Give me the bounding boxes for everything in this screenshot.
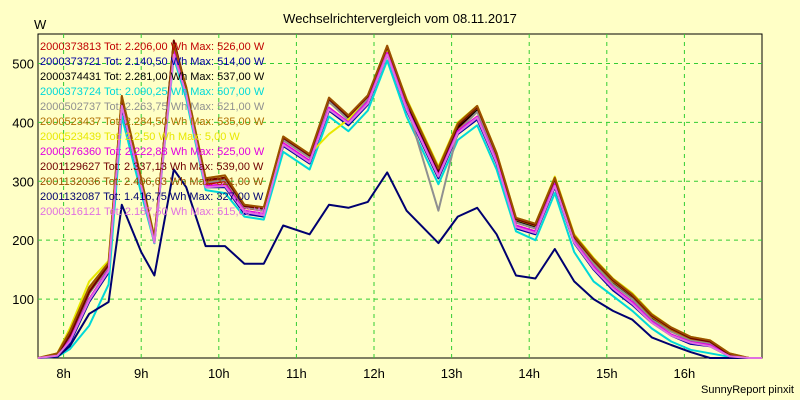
legend-entry-2000373724: 2000373724 Tot: 2.090,25 Wh Max: 507,00 … — [40, 86, 265, 98]
series-lines — [37, 39, 762, 359]
y-tick-label: 400 — [12, 115, 34, 130]
legend-entry-2000373813: 2000373813 Tot: 2.206,00 Wh Max: 526,00 … — [40, 41, 265, 53]
x-tick-label: 15h — [596, 366, 618, 381]
legend-entry-2000316121: 2000316121 Tot: 2.157,50 Wh Max: 515,00 … — [40, 206, 265, 218]
credit-text: SunnyReport pinxit — [701, 384, 794, 396]
series-line-2000316121 — [37, 53, 762, 359]
series-line-2001132087 — [37, 168, 762, 359]
y-tick-label: 300 — [12, 174, 34, 189]
legend-entry-2000502737: 2000502737 Tot: 2.263,75 Wh Max: 521,00 … — [40, 101, 265, 113]
legend-entry-2000523439: 2000523439 Tot: 2.2,50 Wh Max: 5,00 W — [40, 131, 240, 143]
legend-entry-2000374431: 2000374431 Tot: 2.281,00 Wh Max: 537,00 … — [40, 71, 265, 83]
legend-entry-2000523437: 2000523437 Tot: 2.284,50 Wh Max: 535,00 … — [40, 116, 265, 128]
x-tick-label: 12h — [363, 366, 385, 381]
y-tick-label: 200 — [12, 233, 34, 248]
gridlines — [38, 34, 762, 358]
legend: 2000373813 Tot: 2.206,00 Wh Max: 526,00 … — [40, 41, 265, 218]
y-axis-ticks: 100 200 300 400 500 — [12, 56, 34, 307]
legend-entry-2001132036: 2001132036 Tot: 2.406,63 Wh Max: 321,00 … — [40, 176, 264, 188]
x-tick-label: 13h — [441, 366, 463, 381]
legend-entry-2001132087: 2001132087 Tot: 1.416,75 Wh Max: 327,00 … — [40, 191, 264, 203]
y-axis-label: W — [34, 17, 47, 32]
y-tick-label: 100 — [12, 292, 34, 307]
x-tick-label: 14h — [518, 366, 540, 381]
y-tick-label: 500 — [12, 56, 34, 71]
x-tick-label: 11h — [286, 366, 307, 381]
x-tick-label: 8h — [56, 366, 70, 381]
legend-entry-2001129627: 2001129627 Tot: 2.337,13 Wh Max: 539,00 … — [40, 161, 264, 173]
x-tick-label: 9h — [134, 366, 148, 381]
legend-entry-2000373721: 2000373721 Tot: 2.140,50 Wh Max: 514,00 … — [40, 56, 265, 68]
x-tick-label: 10h — [208, 366, 230, 381]
chart-title: Wechselrichtervergleich vom 08.11.2017 — [283, 11, 517, 26]
series-line-2000373724 — [37, 56, 762, 359]
x-tick-label: 16h — [674, 366, 696, 381]
x-axis-ticks: 8h 9h 10h 11h 12h 13h 14h 15h 16h — [56, 366, 695, 381]
series-line-2001132036 — [37, 43, 762, 359]
legend-entry-2000376360: 2000376360 Tot: 2.222,88 Wh Max: 525,00 … — [40, 146, 265, 158]
